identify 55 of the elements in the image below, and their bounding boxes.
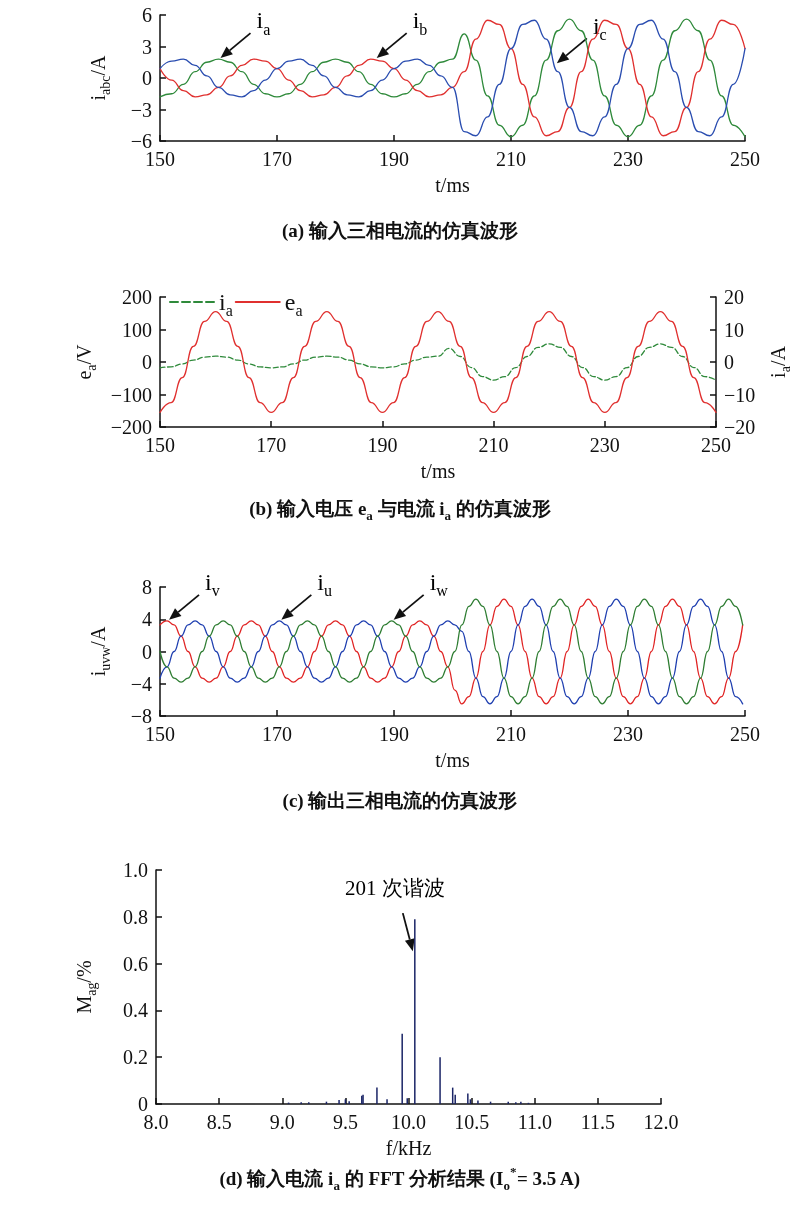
y-tick-label: 0.4 [123, 999, 148, 1022]
x-tick-label: 250 [730, 148, 760, 170]
x-tick-label: 9.5 [332, 1111, 358, 1133]
x-tick-label: 210 [496, 723, 526, 745]
x-tick-label: 190 [379, 148, 409, 170]
y-tick-label: −3 [130, 98, 152, 121]
y2-tick-label: 10 [724, 318, 744, 341]
x-tick-label: 10.0 [391, 1111, 426, 1133]
y2-axis-title: ia/A [767, 345, 793, 378]
y-tick-label: −4 [130, 672, 152, 695]
x-axis-title: t/ms [435, 174, 470, 196]
x-tick-label: 10.5 [454, 1111, 490, 1133]
x-tick-label: 250 [730, 723, 760, 745]
y-axis-title: iuvw/A [87, 626, 113, 677]
x-tick-label: 190 [379, 723, 409, 745]
y-tick-label: 1.0 [123, 859, 148, 881]
y-tick-label: 6 [142, 4, 152, 26]
x-tick-label: 210 [478, 434, 509, 456]
y-tick-label: −100 [110, 383, 152, 406]
y-tick-label: 8 [142, 576, 152, 598]
text: (c) 输出三相电流的仿真波形 [282, 789, 518, 812]
y-tick-label: 0.8 [123, 905, 148, 928]
y-tick-label: 3 [142, 35, 152, 58]
text: (a) 输入三相电流的仿真波形 [282, 219, 518, 242]
y2-tick-label: 0 [724, 351, 734, 373]
y-tick-label: 0.6 [123, 952, 148, 975]
y-tick-label: 0.2 [123, 1046, 148, 1069]
y-axis-title: iabc/A [87, 54, 113, 101]
y-tick-label: 0 [142, 351, 152, 373]
x-tick-label: 230 [613, 148, 643, 170]
x-tick-label: 170 [262, 723, 292, 745]
x-tick-label: 9.0 [269, 1111, 295, 1133]
x-axis-title: f/kHz [385, 1137, 432, 1159]
annotation: 201 次谐波 [344, 876, 445, 901]
y-tick-label: 200 [122, 286, 152, 308]
x-tick-label: 230 [589, 434, 620, 456]
x-tick-label: 170 [256, 434, 287, 456]
y-tick-label: 100 [122, 318, 152, 341]
x-tick-label: 12.0 [643, 1111, 679, 1133]
x-axis-title: t/ms [420, 460, 456, 482]
y-tick-label: 0 [142, 640, 152, 663]
y-axis-title: Mag/% [73, 960, 99, 1014]
x-tick-label: 11.5 [580, 1111, 616, 1133]
y2-tick-label: 20 [724, 286, 744, 308]
x-tick-label: 210 [496, 148, 526, 170]
y-axis-title: ea/V [73, 343, 99, 380]
x-tick-label: 230 [613, 723, 643, 745]
x-tick-label: 190 [367, 434, 398, 456]
x-tick-label: 8.5 [206, 1111, 232, 1133]
x-axis-title: t/ms [435, 749, 470, 771]
x-tick-label: 11.0 [517, 1111, 552, 1133]
y2-tick-label: −10 [724, 383, 756, 406]
y-tick-label: 4 [142, 608, 152, 631]
y-tick-label: 0 [142, 67, 152, 89]
x-tick-label: 170 [262, 148, 292, 170]
